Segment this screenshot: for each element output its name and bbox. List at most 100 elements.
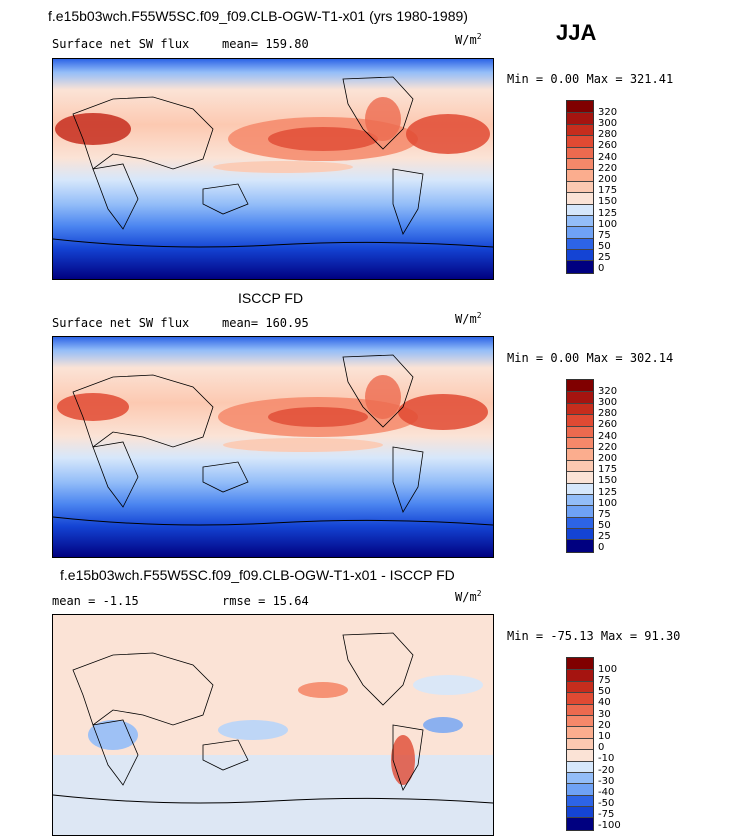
cb2-label: 200	[598, 453, 618, 464]
cb1-label: 240	[598, 152, 618, 163]
cb2-label: 175	[598, 464, 618, 475]
panel3-continent-namerica	[342, 632, 414, 706]
panel3-antarctic-coast	[53, 794, 493, 804]
panel1-hotspot-mideast	[55, 113, 131, 145]
cb3-label: 30	[598, 709, 611, 720]
panel3-continent-australia	[202, 739, 249, 771]
cb3-label: 50	[598, 686, 611, 697]
panel1-mean: mean= 159.80	[222, 37, 309, 51]
cb1-label: 280	[598, 129, 618, 140]
panel2-continent-australia	[202, 461, 249, 493]
panel1-map-svg	[53, 59, 493, 279]
cb3-label: 10	[598, 731, 611, 742]
panel3-continent-africa	[92, 719, 139, 786]
panel3-anomaly-neg4	[423, 717, 463, 733]
cb2-label: 260	[598, 419, 618, 430]
panel2-hotspot-npacific-core	[268, 407, 368, 427]
cb1-label: 125	[598, 208, 618, 219]
panel3-colorbar	[566, 657, 594, 831]
cb1-label: 100	[598, 219, 618, 230]
panel3-map-svg	[53, 615, 493, 835]
panel3-continent-samerica	[392, 724, 424, 791]
page-title: f.e15b03wch.F55W5SC.f09_f09.CLB-OGW-T1-x…	[48, 8, 468, 24]
cb2-label: 125	[598, 487, 618, 498]
panel2-map-svg	[53, 337, 493, 557]
cb3-label: 20	[598, 720, 611, 731]
cb1-label: 220	[598, 163, 618, 174]
panel1-hotspot-namerica	[365, 97, 401, 141]
cb3-label: 75	[598, 675, 611, 686]
panel2-hotspot-atlantic	[398, 394, 488, 430]
panel1-map	[52, 58, 494, 280]
panel2-mean: mean= 160.95	[222, 316, 309, 330]
cb1-label: 175	[598, 185, 618, 196]
panel2-continent-namerica	[342, 354, 414, 428]
panel2-itcz	[223, 438, 383, 452]
season-label: JJA	[556, 20, 597, 45]
cb1-label: 320	[598, 107, 618, 118]
cb2-label: 280	[598, 408, 618, 419]
cb3-label: -40	[598, 787, 615, 798]
panel1-itcz	[213, 161, 353, 173]
cb2-label: 100	[598, 498, 618, 509]
panel3-map	[52, 614, 494, 836]
panel1-variable: Surface net SW flux	[52, 37, 190, 51]
panel2-units: W/m2	[455, 311, 482, 326]
panel2-map	[52, 336, 494, 558]
cb1-label: 75	[598, 230, 611, 241]
cb3-label: 40	[598, 697, 611, 708]
panel1-continent-eurasia	[72, 96, 214, 170]
cb2-label: 25	[598, 531, 611, 542]
panel3-anomaly-neg2	[88, 720, 138, 750]
cb3-label: 0	[598, 742, 605, 753]
panel1-hotspot-npacific-core	[268, 127, 378, 151]
cb3-label: -100	[598, 820, 621, 831]
cb3-label: -10	[598, 753, 615, 764]
cb1-label: 0	[598, 263, 605, 274]
panel1-continent-samerica	[392, 168, 424, 235]
panel1-minmax: Min = 0.00 Max = 321.41	[507, 72, 674, 86]
cb2-label: 75	[598, 509, 611, 520]
cb1-label: 200	[598, 174, 618, 185]
panel3-rmse: rmse = 15.64	[222, 594, 309, 608]
panel2-continent-eurasia	[72, 374, 214, 448]
cb2-label: 240	[598, 431, 618, 442]
cb2-label: 150	[598, 475, 618, 486]
panel3-units: W/m2	[455, 589, 482, 604]
cb1-label: 300	[598, 118, 618, 129]
panel3-anomaly-neg1	[413, 675, 483, 695]
panel1-continent-australia	[202, 183, 249, 215]
panel1-colorbar	[566, 100, 594, 274]
cb2-label: 300	[598, 397, 618, 408]
cb3-label: 100	[598, 664, 618, 675]
cb1-label: 260	[598, 140, 618, 151]
panel2-colorbar	[566, 379, 594, 553]
panel2-minmax: Min = 0.00 Max = 302.14	[507, 351, 674, 365]
panel2-continent-samerica	[392, 446, 424, 513]
panel1-hotspot-atlantic	[406, 114, 490, 154]
cb3-label: -20	[598, 765, 615, 776]
panel2-continent-africa	[92, 441, 139, 508]
panel1-antarctic-coast	[53, 238, 493, 248]
cb3-label: -75	[598, 809, 615, 820]
cb1-label: 50	[598, 241, 611, 252]
panel2-hotspot-mideast	[57, 393, 129, 421]
panel3-anomaly-pos1	[298, 682, 348, 698]
panel3-continent-eurasia	[72, 652, 214, 726]
panel3-southern-band	[53, 755, 493, 835]
panel2-hotspot-namerica	[365, 375, 401, 419]
panel2-heading: ISCCP FD	[238, 290, 304, 306]
panel3-anomaly-neg3	[218, 720, 288, 740]
panel3-anomaly-pos2	[391, 735, 415, 785]
panel1-continent-namerica	[342, 76, 414, 150]
panel1-units: W/m2	[455, 32, 482, 47]
cb2-label: 0	[598, 542, 605, 553]
cb3-label: -50	[598, 798, 615, 809]
panel3-mean: mean = -1.15	[52, 594, 139, 608]
cb1-label: 150	[598, 196, 618, 207]
panel2-antarctic-coast	[53, 516, 493, 526]
cb1-label: 25	[598, 252, 611, 263]
cb2-label: 320	[598, 386, 618, 397]
panel2-variable: Surface net SW flux	[52, 316, 190, 330]
panel3-heading: f.e15b03wch.F55W5SC.f09_f09.CLB-OGW-T1-x…	[60, 567, 455, 583]
